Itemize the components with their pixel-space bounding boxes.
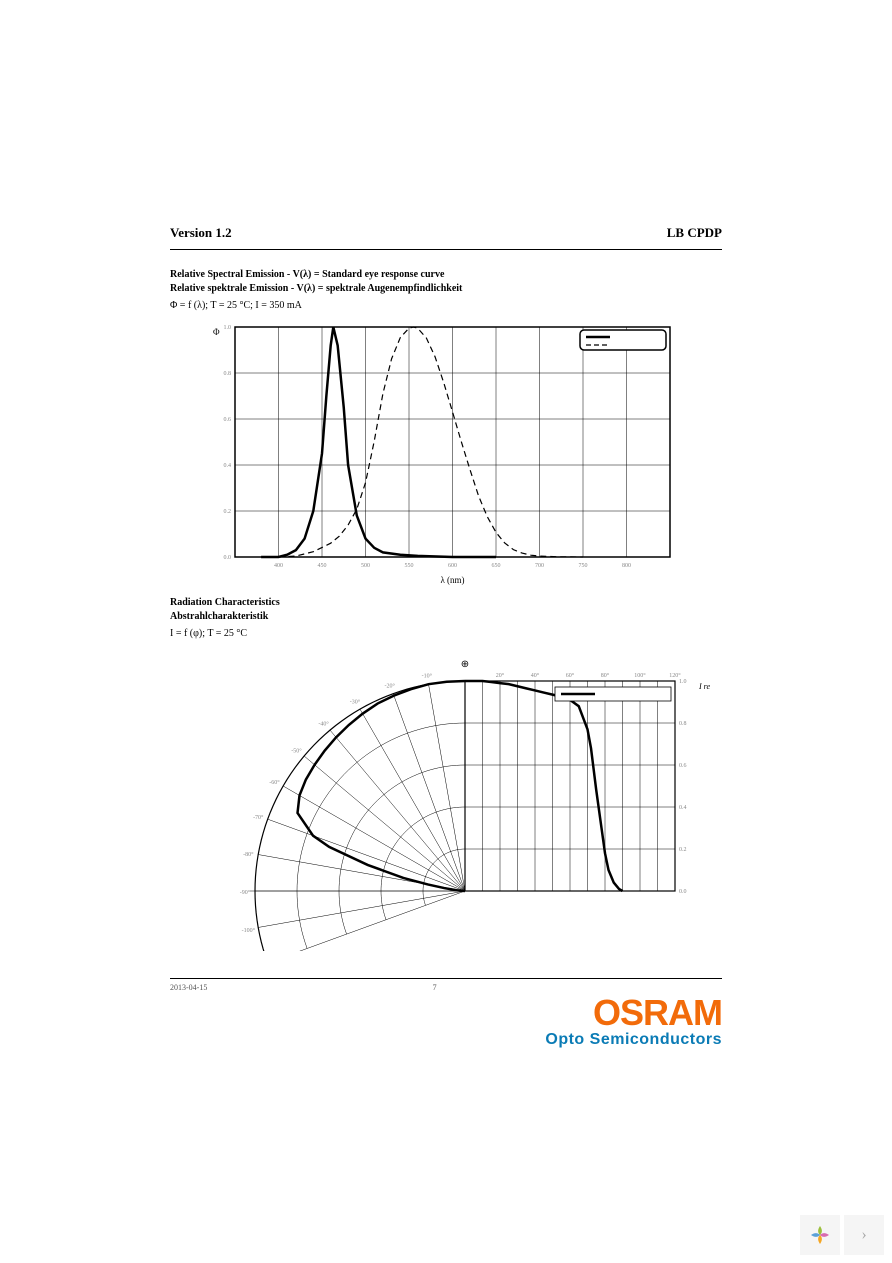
- svg-text:800: 800: [622, 563, 631, 569]
- svg-text:60°: 60°: [566, 672, 575, 679]
- svg-text:0.0: 0.0: [679, 889, 687, 895]
- svg-text:100°: 100°: [634, 672, 646, 679]
- svg-text:I rel: I rel: [698, 682, 710, 691]
- svg-text:500: 500: [361, 563, 370, 569]
- svg-text:550: 550: [405, 563, 414, 569]
- chart1-title-en: Relative Spectral Emission - V(λ) = Stan…: [170, 268, 722, 282]
- chart2-title-de: Abstrahlcharakteristik: [170, 610, 722, 624]
- svg-text:0.4: 0.4: [679, 805, 687, 811]
- svg-text:80°: 80°: [601, 672, 610, 679]
- svg-text:120°: 120°: [669, 672, 681, 679]
- chart1-condition: Φ = f (λ); T = 25 °C; I = 350 mA: [170, 300, 722, 311]
- app-icon[interactable]: [800, 1215, 840, 1255]
- svg-text:450: 450: [318, 563, 327, 569]
- svg-text:-40°: -40°: [318, 720, 329, 727]
- logo-main: OSRAM: [545, 995, 722, 1031]
- svg-text:Φ: Φ: [213, 327, 220, 337]
- svg-text:0.2: 0.2: [224, 509, 232, 515]
- svg-text:0.6: 0.6: [224, 417, 232, 423]
- svg-text:750: 750: [579, 563, 588, 569]
- svg-text:700: 700: [535, 563, 544, 569]
- chart2-title-en: Radiation Characteristics: [170, 596, 722, 610]
- svg-text:0.8: 0.8: [679, 721, 687, 727]
- chart2-condition: I = f (φ); T = 25 °C: [170, 628, 722, 639]
- page-header: Version 1.2 LB CPDP: [170, 225, 722, 250]
- chevron-right-icon: ›: [861, 1226, 866, 1244]
- version-label: Version 1.2: [170, 225, 232, 241]
- next-button[interactable]: ›: [844, 1215, 884, 1255]
- footer-rule: [170, 978, 722, 979]
- svg-text:-100°: -100°: [242, 927, 256, 934]
- svg-text:-50°: -50°: [291, 748, 302, 755]
- radiation-characteristic-chart: -10° -20° -30° -40° -50° -60° -70° -80° -90° -100…: [220, 651, 710, 951]
- svg-text:0.2: 0.2: [679, 847, 687, 853]
- svg-text:600: 600: [448, 563, 457, 569]
- svg-text:-90°: -90°: [240, 889, 251, 896]
- svg-text:400: 400: [274, 563, 283, 569]
- spectral-emission-chart: 400 450 500 550 600 650 700 750 800 0.0 0.2 0.4 0.6 0…: [200, 317, 680, 587]
- svg-text:0.6: 0.6: [679, 763, 687, 769]
- footer-page: 7: [433, 983, 437, 992]
- svg-text:λ (nm): λ (nm): [440, 575, 464, 585]
- svg-text:-60°: -60°: [269, 779, 280, 786]
- svg-text:0.0: 0.0: [224, 555, 232, 561]
- svg-text:0.4: 0.4: [224, 463, 232, 469]
- footer-row: 2013-04-15 7: [170, 983, 722, 992]
- svg-text:-80°: -80°: [243, 851, 254, 858]
- chart1-title-de: Relative spektrale Emission - V(λ) = spe…: [170, 282, 722, 296]
- vendor-logo: OSRAM Opto Semiconductors: [545, 995, 722, 1049]
- svg-text:-70°: -70°: [253, 814, 264, 821]
- logo-sub: Opto Semiconductors: [545, 1031, 722, 1049]
- product-label: LB CPDP: [667, 225, 722, 241]
- svg-text:650: 650: [492, 563, 501, 569]
- svg-text:1.0: 1.0: [679, 679, 687, 685]
- svg-text:-30°: -30°: [350, 698, 361, 705]
- svg-text:1.0: 1.0: [224, 325, 232, 331]
- svg-text:40°: 40°: [531, 672, 540, 679]
- svg-text:⊕: ⊕: [461, 659, 469, 670]
- svg-text:-20°: -20°: [385, 682, 396, 689]
- svg-text:20°: 20°: [496, 672, 505, 679]
- svg-text:0.8: 0.8: [224, 371, 232, 377]
- svg-text:-10°: -10°: [422, 672, 433, 679]
- footer-date: 2013-04-15: [170, 983, 207, 992]
- bottom-nav: ›: [800, 1215, 884, 1255]
